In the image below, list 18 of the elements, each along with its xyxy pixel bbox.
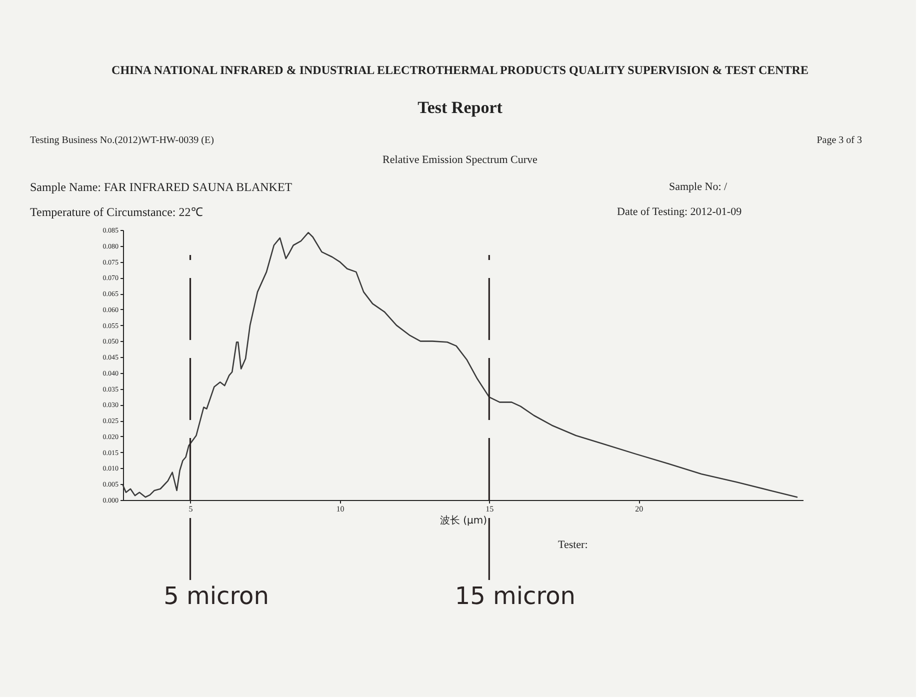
x-tick-label: 5 — [188, 504, 193, 514]
chart-subtitle: Relative Emission Spectrum Curve — [382, 154, 538, 166]
line-series — [122, 232, 798, 498]
text: Sample No: / — [669, 181, 728, 193]
chart-title: Test Report — [418, 98, 503, 117]
x-tick-label: 20 — [635, 504, 644, 514]
text: Tester: — [558, 539, 588, 551]
text: Page 3 of 3 — [816, 135, 862, 146]
ref-line-label: 5 micron — [164, 582, 269, 610]
x-axis-title: 波长 (μm) — [440, 514, 488, 526]
text: Testing Business No.(2012)WT-HW-0039 (E) — [30, 135, 214, 146]
x-tick-label: 10 — [336, 504, 344, 514]
text: Date of Testing: 2012-01-09 — [617, 206, 742, 218]
ref-line-label: 15 micron — [454, 582, 576, 610]
text: Sample Name: FAR INFRARED SAUNA BLANKET — [30, 180, 293, 194]
x-tick-label: 15 — [486, 504, 494, 514]
text: CHINA NATIONAL INFRARED & INDUSTRIAL ELECTROTHERMAL PRODUCTS QUALITY SUPERVISION & TEST CENTRE — [112, 63, 808, 77]
text: Temperature of Circumstance: 22℃ — [30, 205, 203, 219]
